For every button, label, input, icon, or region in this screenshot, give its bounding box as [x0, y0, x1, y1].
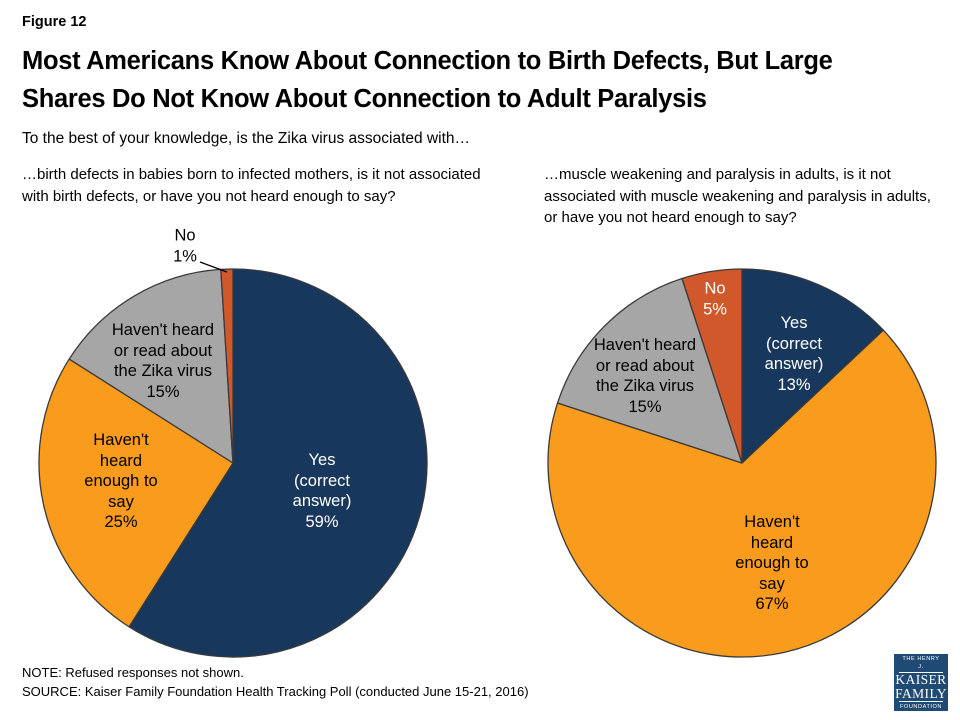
kff-logo: THE HENRY J. KAISER FAMILY FOUNDATION	[894, 654, 948, 711]
pie-slice-birth-defects-havent-heard-zika	[68, 268, 234, 464]
kff-logo-line4: FOUNDATION	[899, 701, 943, 711]
question-right: …muscle weakening and paralysis in adult…	[544, 166, 931, 226]
kff-logo-line2: KAISER	[895, 672, 947, 687]
figure-label: Figure 12	[22, 14, 87, 30]
pie-slice-birth-defects-havent-heard-enough	[38, 358, 234, 628]
question-left: …birth defects in babies born to infecte…	[22, 166, 481, 205]
kff-logo-line3: FAMILY	[895, 685, 947, 701]
page-title: Most Americans Know About Connection to …	[22, 47, 833, 113]
pie-slice-birth-defects-yes	[128, 268, 428, 658]
pie-birth-defects	[38, 261, 428, 658]
pie-slice-adult-paralysis-yes	[741, 268, 885, 464]
callout-leader-line-birth-defects	[199, 261, 228, 273]
source-text: SOURCE: Kaiser Family Foundation Health …	[22, 684, 529, 699]
pie-slice-adult-paralysis-havent-heard-enough	[547, 329, 937, 658]
pie-adult-paralysis	[547, 268, 937, 658]
pie-slice-adult-paralysis-no	[681, 268, 743, 464]
kff-logo-line1: THE HENRY J.	[899, 655, 943, 673]
note-text: NOTE: Refused responses not shown.	[22, 665, 244, 680]
subtitle: To the best of your knowledge, is the Zi…	[22, 130, 470, 147]
pie-slice-adult-paralysis-havent-heard-zika	[556, 277, 743, 464]
